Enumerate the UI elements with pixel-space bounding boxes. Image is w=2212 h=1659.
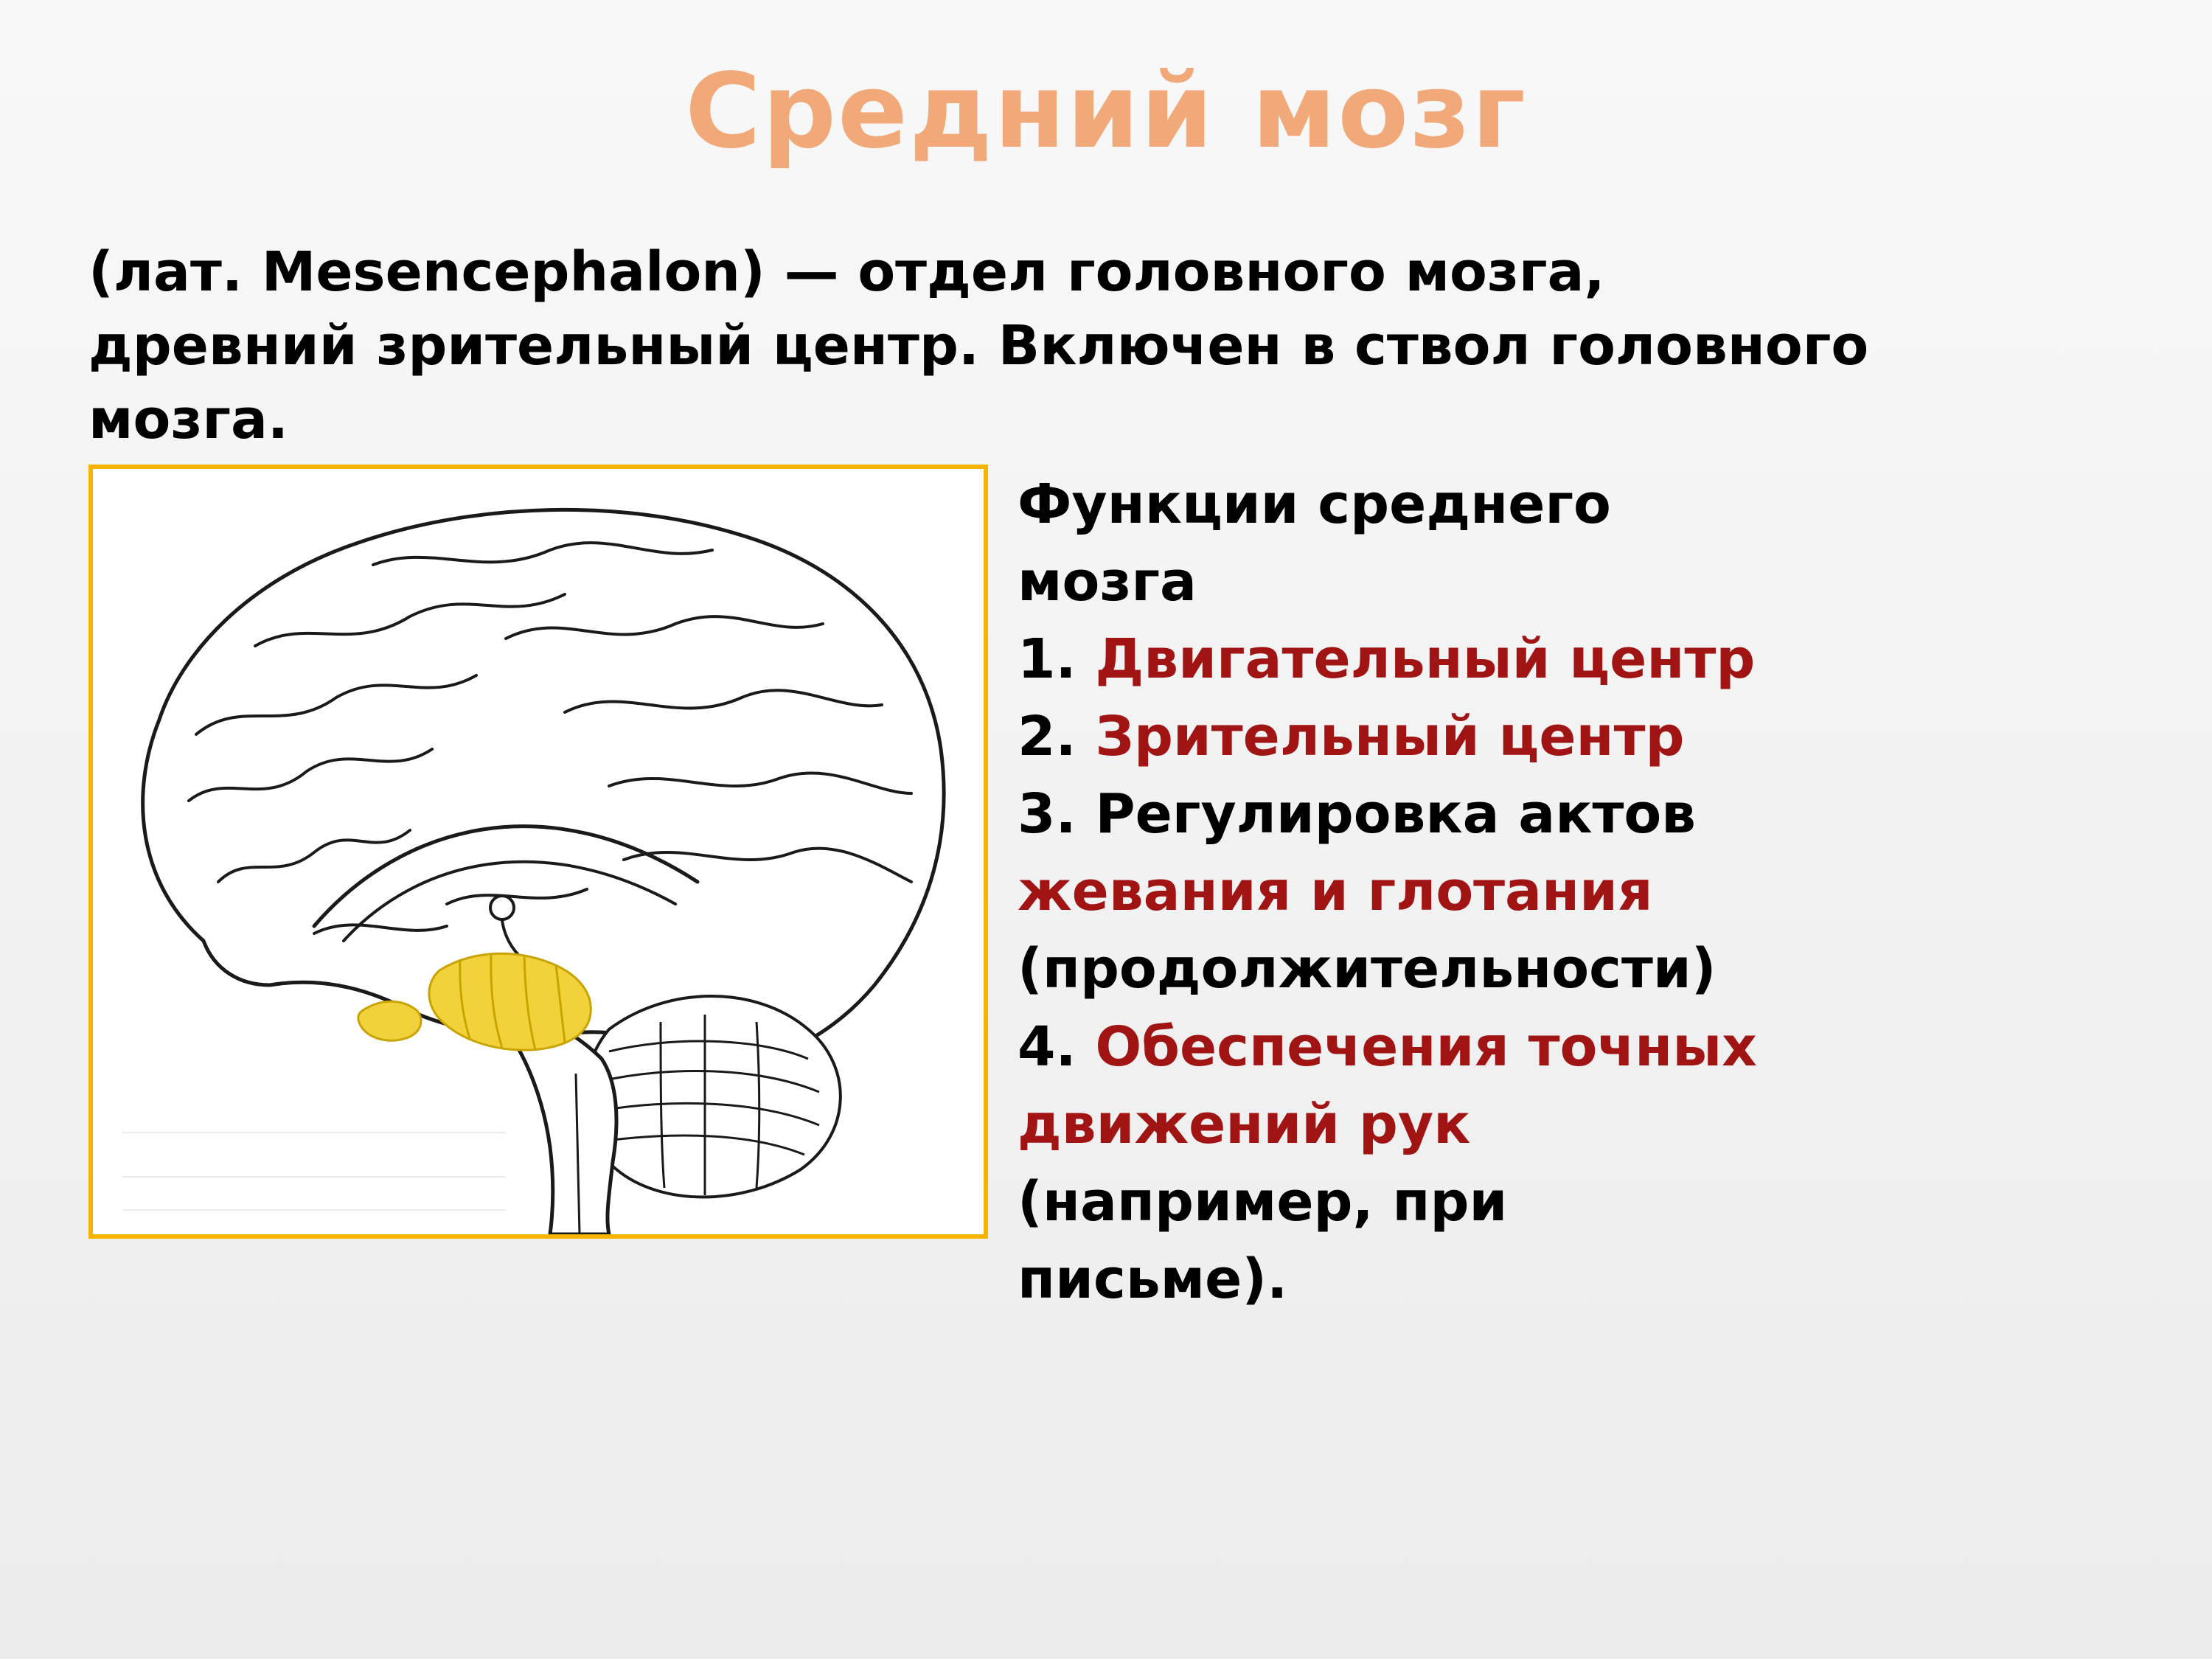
intro-line-1: (лат. Mesencephalon) — отдел головного м… (88, 240, 1605, 304)
item3-prefix: 3. Регулировка актов (1018, 782, 1696, 846)
cerebellum (585, 996, 841, 1197)
item3-highlight: жевания и глотания (1018, 860, 1652, 923)
functions-heading-l2: мозга (1018, 550, 1197, 613)
intro-paragraph: (лат. Mesencephalon) — отдел головного м… (88, 236, 2124, 457)
slide-title: Средний мозг (0, 52, 2212, 172)
item4-highlight-l1: Обеспечения точных (1095, 1015, 1757, 1079)
scan-artifacts (122, 1133, 506, 1210)
functions-block: Функции среднего мозга 1. Двигательный ц… (1018, 466, 2138, 1318)
slide: Средний мозг (лат. Mesencephalon) — отде… (0, 0, 2212, 1659)
item4-highlight-l2: движений рук (1018, 1093, 1470, 1156)
brain-figure (88, 465, 988, 1239)
item2-prefix: 2. (1018, 705, 1095, 768)
item4-suffix-l2: письме). (1018, 1248, 1287, 1311)
item4-suffix-l1: (например, при (1018, 1170, 1507, 1234)
brain-svg (93, 469, 984, 1234)
item2-highlight: Зрительный центр (1095, 705, 1684, 768)
item1-prefix: 1. (1018, 627, 1095, 691)
intro-line-2: древний зрительный центр. Включен в ство… (88, 314, 1868, 378)
item3-suffix: (продолжительности) (1018, 937, 1717, 1001)
item1-highlight: Двигательный центр (1095, 627, 1755, 691)
item4-prefix: 4. (1018, 1015, 1095, 1079)
intro-line-3: мозга. (88, 388, 288, 451)
functions-heading-l1: Функции среднего (1018, 473, 1611, 536)
